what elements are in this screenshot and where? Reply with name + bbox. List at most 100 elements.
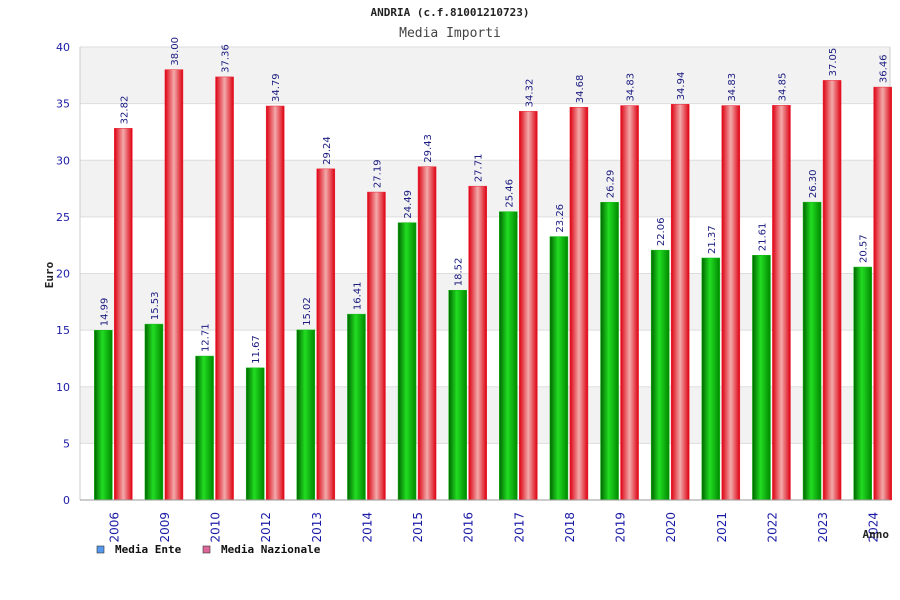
- y-tick-label: 10: [56, 381, 70, 394]
- bar-media-ente: [853, 266, 872, 501]
- bar-media-nazionale: [215, 76, 234, 501]
- y-axis-ticks: 0 5 10 15 20 25 30 35 40: [56, 41, 70, 507]
- y-tick-label: 15: [56, 324, 70, 337]
- x-tick-label: 2012: [259, 512, 273, 543]
- value-label: 37.36: [221, 44, 232, 73]
- x-tick-label: 2019: [614, 512, 628, 543]
- legend-ente-swatch: [96, 545, 105, 554]
- bar-media-ente: [752, 255, 771, 501]
- bar-media-ente: [499, 211, 518, 501]
- grid-band: [80, 103, 890, 161]
- bar-media-ente: [296, 329, 316, 501]
- value-label: 20.57: [859, 234, 870, 263]
- x-tick-label: 2006: [107, 512, 121, 543]
- value-label: 24.49: [403, 190, 414, 219]
- bar-media-nazionale: [265, 105, 285, 501]
- value-label: 36.46: [879, 54, 890, 83]
- bar-media-ente: [600, 202, 619, 501]
- bar-media-nazionale: [873, 86, 892, 501]
- x-tick-label: 2021: [715, 512, 729, 543]
- bar-media-nazionale: [670, 104, 690, 501]
- y-axis-label: Euro: [43, 261, 56, 288]
- value-label: 34.94: [676, 72, 687, 101]
- bar-media-nazionale: [772, 105, 791, 501]
- x-tick-label: 2015: [411, 512, 425, 543]
- bar-media-nazionale: [569, 106, 589, 501]
- bar-media-ente: [245, 367, 265, 501]
- value-label: 27.71: [474, 154, 485, 183]
- value-label: 11.67: [251, 335, 262, 364]
- bar-media-nazionale: [367, 191, 386, 501]
- bars: [94, 69, 892, 501]
- x-axis-label: Anno: [863, 528, 890, 541]
- y-tick-label: 35: [56, 98, 70, 111]
- value-labels: 14.99 32.82 15.53 38.00 12.71 37.36 11.67 34.79…: [99, 37, 889, 364]
- bar-media-nazionale: [417, 166, 437, 501]
- value-label: 12.71: [201, 323, 212, 352]
- bar-media-ente: [94, 329, 113, 501]
- x-tick-label: 2014: [360, 512, 374, 543]
- value-label: 34.32: [524, 79, 535, 108]
- bar-media-nazionale: [822, 80, 842, 501]
- y-tick-label: 30: [56, 154, 70, 167]
- bar-media-nazionale: [114, 128, 133, 501]
- bar-media-ente: [347, 313, 366, 501]
- value-label: 32.82: [119, 96, 130, 125]
- legend-nazionale-swatch: [202, 545, 211, 554]
- bar-media-ente: [549, 236, 569, 501]
- x-tick-label: 2017: [512, 512, 526, 543]
- value-label: 22.06: [656, 218, 667, 247]
- x-tick-label: 2020: [664, 512, 678, 543]
- bar-media-ente: [701, 257, 721, 501]
- value-label: 25.46: [504, 179, 515, 208]
- value-label: 15.02: [302, 297, 313, 326]
- value-label: 34.83: [626, 73, 637, 102]
- chart-subtitle: Media Importi: [399, 26, 501, 41]
- value-label: 34.79: [271, 73, 282, 102]
- x-axis-ticks: 2006 2009 2010 2012 2013 2014 2015 2016 2017 2018…: [107, 512, 880, 543]
- x-tick-label: 2022: [765, 512, 779, 543]
- value-label: 34.83: [727, 73, 738, 102]
- value-label: 18.52: [454, 258, 465, 287]
- bar-media-nazionale: [468, 185, 487, 501]
- y-tick-label: 25: [56, 211, 70, 224]
- value-label: 38.00: [170, 37, 181, 66]
- legend-nazionale-label: Media Nazionale: [221, 543, 321, 556]
- value-label: 29.24: [322, 136, 333, 165]
- value-label: 34.68: [575, 75, 586, 104]
- x-tick-label: 2010: [209, 512, 223, 543]
- value-label: 34.85: [777, 73, 788, 102]
- value-label: 37.05: [828, 48, 839, 77]
- value-label: 23.26: [555, 204, 566, 233]
- bar-media-nazionale: [620, 105, 639, 501]
- value-label: 21.37: [707, 225, 718, 254]
- bar-media-ente: [448, 290, 467, 501]
- bar-media-nazionale: [721, 105, 741, 501]
- y-tick-label: 20: [56, 268, 70, 281]
- bar-media-ente: [802, 201, 822, 501]
- legend: Media Ente Media Nazionale: [96, 543, 321, 556]
- bar-media-ente: [144, 323, 164, 501]
- value-label: 29.43: [423, 134, 434, 163]
- value-label: 16.41: [352, 282, 363, 311]
- y-tick-label: 40: [56, 41, 70, 54]
- x-tick-label: 2024: [867, 512, 881, 543]
- chart-title: ANDRIA (c.f.81001210723): [371, 6, 530, 19]
- bar-media-nazionale: [316, 168, 336, 501]
- x-tick-label: 2023: [816, 512, 830, 543]
- bar-media-nazionale: [519, 111, 538, 501]
- bar-media-ente: [397, 222, 417, 501]
- bar-media-ente: [650, 249, 670, 501]
- x-tick-label: 2009: [158, 512, 172, 543]
- x-tick-label: 2018: [563, 512, 577, 543]
- x-tick-label: 2016: [462, 512, 476, 543]
- bar-media-nazionale: [164, 69, 184, 501]
- value-label: 26.30: [808, 170, 819, 199]
- y-tick-label: 5: [63, 437, 70, 450]
- legend-ente-label: Media Ente: [115, 543, 182, 556]
- x-tick-label: 2013: [310, 512, 324, 543]
- bar-media-ente: [195, 355, 214, 501]
- value-label: 26.29: [606, 170, 617, 199]
- y-tick-label: 0: [63, 494, 70, 507]
